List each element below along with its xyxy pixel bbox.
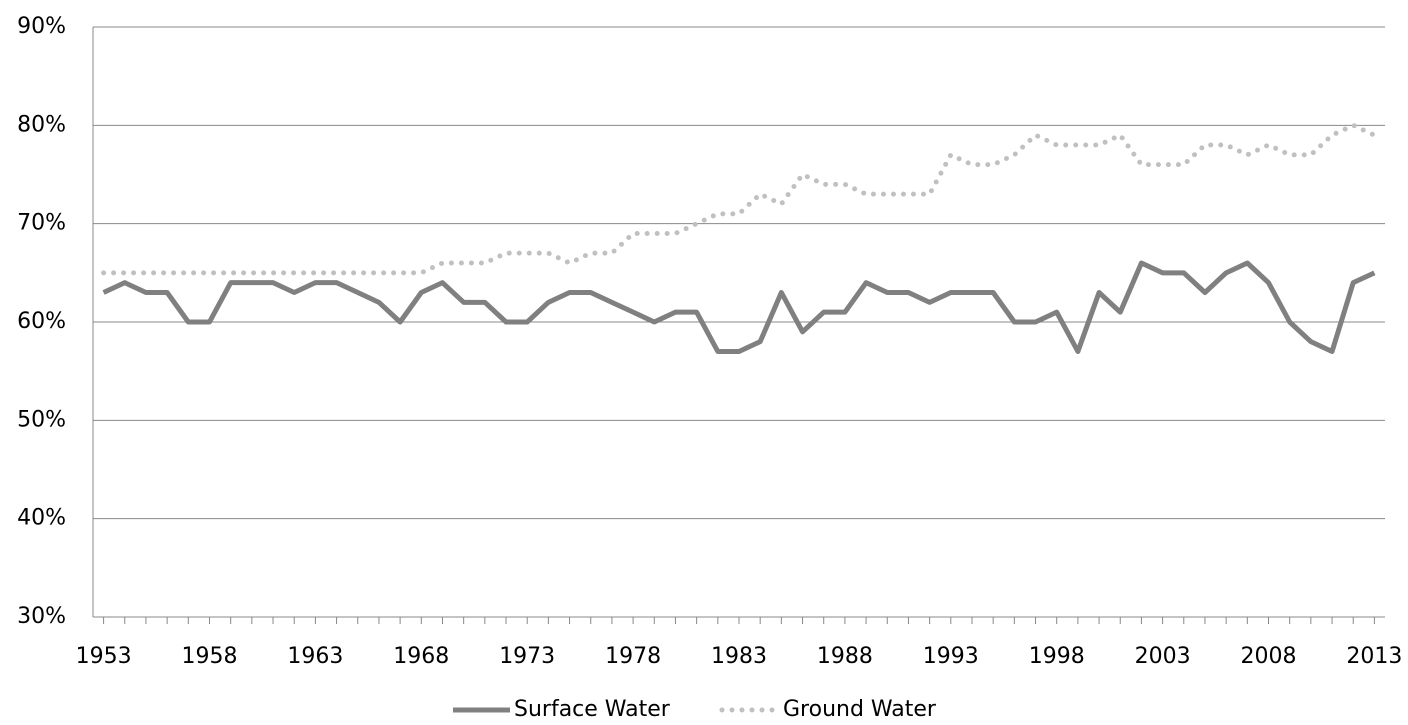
x-tick-label: 2013 — [1346, 644, 1402, 669]
x-tick-label: 1983 — [711, 644, 767, 669]
legend-label: Ground Water — [783, 697, 937, 722]
y-tick-label: 80% — [17, 112, 66, 137]
x-tick-label: 1973 — [499, 644, 555, 669]
x-tick-label: 1998 — [1029, 644, 1085, 669]
y-tick-label: 70% — [17, 211, 66, 236]
series-line — [101, 122, 1377, 276]
x-tick-label: 1953 — [76, 644, 132, 669]
y-tick-label: 90% — [17, 14, 66, 39]
x-tick-label: 1978 — [605, 644, 661, 669]
legend-label: Surface Water — [514, 697, 671, 722]
x-tick-label: 1968 — [393, 644, 449, 669]
y-tick-label: 40% — [17, 506, 66, 531]
x-tick-label: 2008 — [1241, 644, 1297, 669]
series-line — [102, 260, 1376, 354]
x-tick-label: 1988 — [817, 644, 873, 669]
y-tick-label: 30% — [17, 604, 66, 629]
y-tick-label: 60% — [17, 309, 66, 334]
x-tick-label: 1958 — [181, 644, 237, 669]
x-tick-label: 2003 — [1135, 644, 1191, 669]
x-tick-label: 1963 — [287, 644, 343, 669]
y-tick-label: 50% — [17, 407, 66, 432]
x-tick-label: 1993 — [923, 644, 979, 669]
